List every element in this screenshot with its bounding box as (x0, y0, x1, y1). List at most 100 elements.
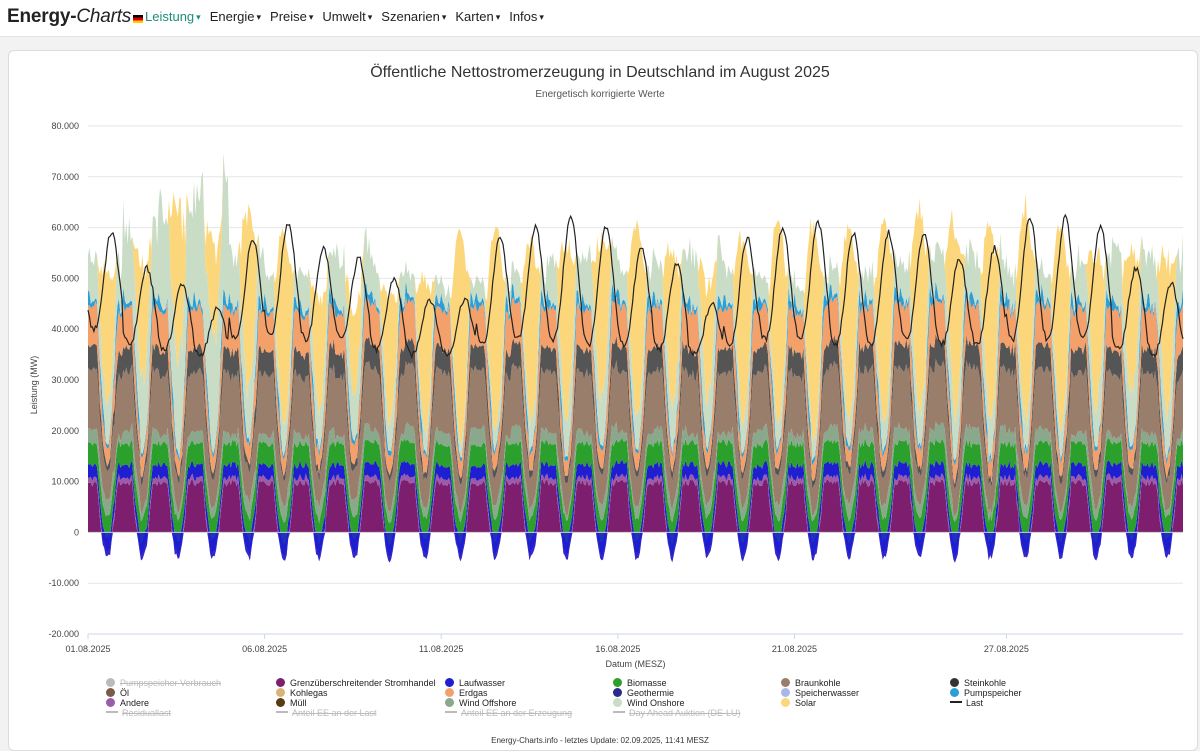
legend-item[interactable]: Erdgas (445, 688, 488, 698)
y-tick-label: 30.000 (51, 375, 79, 385)
y-tick-label: -10.000 (48, 578, 79, 588)
legend-line-icon (950, 701, 962, 703)
footer-update: Energy-Charts.info - letztes Update: 02.… (491, 736, 709, 745)
legend-dot-icon (276, 698, 285, 707)
menu-item-label: Infos (509, 9, 538, 24)
menu-item-szenarien[interactable]: Szenarien ▾ (381, 9, 446, 24)
legend-dot-icon (781, 688, 790, 697)
area-steinkohle (88, 334, 1183, 490)
legend-item[interactable]: Kohlegas (276, 688, 328, 698)
legend-label: Day Ahead Auktion (DE-LU) (629, 708, 741, 718)
menu-item-label: Leistung (145, 9, 195, 24)
chevron-down-icon: ▾ (367, 12, 373, 22)
legend-item[interactable]: Wind Onshore (613, 698, 685, 708)
legend-label: Erdgas (459, 688, 488, 698)
legend-label: Andere (120, 698, 150, 708)
chevron-down-icon: ▾ (495, 12, 501, 22)
legend-label: Müll (290, 698, 307, 708)
legend-item[interactable]: Biomasse (613, 678, 667, 688)
area-wind-offshore (88, 421, 1183, 524)
chevron-down-icon: ▾ (308, 12, 314, 22)
legend-label: Solar (795, 698, 817, 708)
x-tick-label: 27.08.2025 (984, 644, 1029, 654)
legend-line-icon (613, 711, 625, 713)
legend-item[interactable]: Steinkohle (950, 678, 1006, 688)
y-tick-label: 70.000 (51, 172, 79, 182)
legend-label: Kohlegas (290, 688, 328, 698)
legend-dot-icon (781, 698, 790, 707)
top-navbar: Energy-Charts Leistung ▾ Energie ▾ Preise ▾ Um… (0, 0, 1200, 37)
legend-dot-icon (445, 688, 454, 697)
area-braunkohle (88, 358, 1183, 517)
legend-dot-icon (445, 678, 454, 687)
brand-part2: Charts (76, 6, 132, 27)
menu-item-leistung[interactable]: Leistung ▾ (145, 9, 201, 24)
legend-item[interactable]: Pumpspeicher (950, 688, 1022, 698)
legend-item[interactable]: Öl (106, 688, 129, 698)
legend-dot-icon (950, 688, 959, 697)
legend-label: Pumpspeicher Verbrauch (120, 678, 222, 688)
legend-item[interactable]: Wind Offshore (445, 698, 516, 708)
legend-item[interactable]: Pumpspeicher Verbrauch (106, 678, 221, 688)
menu-item-label: Umwelt (322, 9, 366, 24)
legend-item[interactable]: Andere (106, 698, 149, 708)
legend-item[interactable]: Grenzüberschreitender Stromhandel (276, 678, 436, 688)
x-tick-label: 16.08.2025 (595, 644, 640, 654)
y-axis-title: Leistung (MW) (29, 356, 39, 415)
legend-label: Braunkohle (795, 678, 841, 688)
y-tick-label: 20.000 (51, 426, 79, 436)
legend-line-icon (445, 711, 457, 713)
y-tick-label: -20.000 (48, 629, 79, 639)
legend-label: Pumpspeicher (964, 688, 1022, 698)
y-tick-label: 10.000 (51, 477, 79, 487)
legend-dot-icon (613, 678, 622, 687)
legend-label: Wind Onshore (627, 698, 685, 708)
legend-item[interactable]: Speicherwasser (781, 688, 859, 698)
line-last (87, 213, 1184, 360)
legend-item[interactable]: Braunkohle (781, 678, 841, 688)
area-grenzueberschreitender-stromhandel (88, 479, 1183, 533)
legend-item[interactable]: Residuallast (106, 708, 171, 718)
legend-item[interactable]: Anteil EE an der Erzeugung (445, 708, 572, 718)
chevron-down-icon: ▾ (196, 12, 201, 22)
legend-label: Wind Offshore (459, 698, 517, 708)
legend-line-icon (106, 711, 118, 713)
legend-item[interactable]: Solar (781, 698, 816, 708)
legend-label: Anteil EE an der Erzeugung (461, 708, 573, 718)
x-tick-label: 21.08.2025 (772, 644, 817, 654)
legend-item[interactable]: Day Ahead Auktion (DE-LU) (613, 708, 741, 718)
legend-dot-icon (445, 698, 454, 707)
x-axis-title: Datum (MESZ) (605, 659, 665, 669)
menu-item-karten[interactable]: Karten ▾ (455, 9, 500, 24)
main-menu: Leistung ▾ Energie ▾ Preise ▾ Umwelt ▾ Szenarien… (145, 9, 553, 24)
y-tick-label: 60.000 (51, 223, 79, 233)
legend-dot-icon (781, 678, 790, 687)
menu-item-label: Karten (455, 9, 494, 24)
menu-item-infos[interactable]: Infos ▾ (509, 9, 544, 24)
legend-label: Speicherwasser (795, 688, 860, 698)
legend-item[interactable]: Anteil EE an der Last (276, 708, 377, 718)
brand-part1: Energy- (7, 6, 77, 27)
legend-line-icon (276, 711, 288, 713)
menu-item-label: Preise (270, 9, 307, 24)
legend-label: Last (966, 698, 984, 708)
legend-dot-icon (950, 678, 959, 687)
legend-dot-icon (106, 688, 115, 697)
chevron-down-icon: ▾ (441, 12, 447, 22)
legend-label: Grenzüberschreitender Stromhandel (290, 678, 436, 688)
legend-label: Laufwasser (459, 678, 506, 688)
legend-item[interactable]: Geothermie (613, 688, 674, 698)
menu-item-energie[interactable]: Energie ▾ (210, 9, 261, 24)
area-solar (88, 152, 1183, 444)
x-tick-label: 01.08.2025 (65, 644, 110, 654)
menu-item-umwelt[interactable]: Umwelt ▾ (322, 9, 372, 24)
menu-item-preise[interactable]: Preise ▾ (270, 9, 313, 24)
legend-item[interactable]: Laufwasser (445, 678, 505, 688)
legend-item[interactable]: Last (950, 698, 983, 708)
brand-logo[interactable]: Energy-Charts (7, 6, 144, 28)
y-tick-label: 0 (74, 527, 79, 537)
area-wind-onshore (88, 152, 1183, 463)
x-tick-label: 06.08.2025 (242, 644, 287, 654)
legend-item[interactable]: Müll (276, 698, 307, 708)
